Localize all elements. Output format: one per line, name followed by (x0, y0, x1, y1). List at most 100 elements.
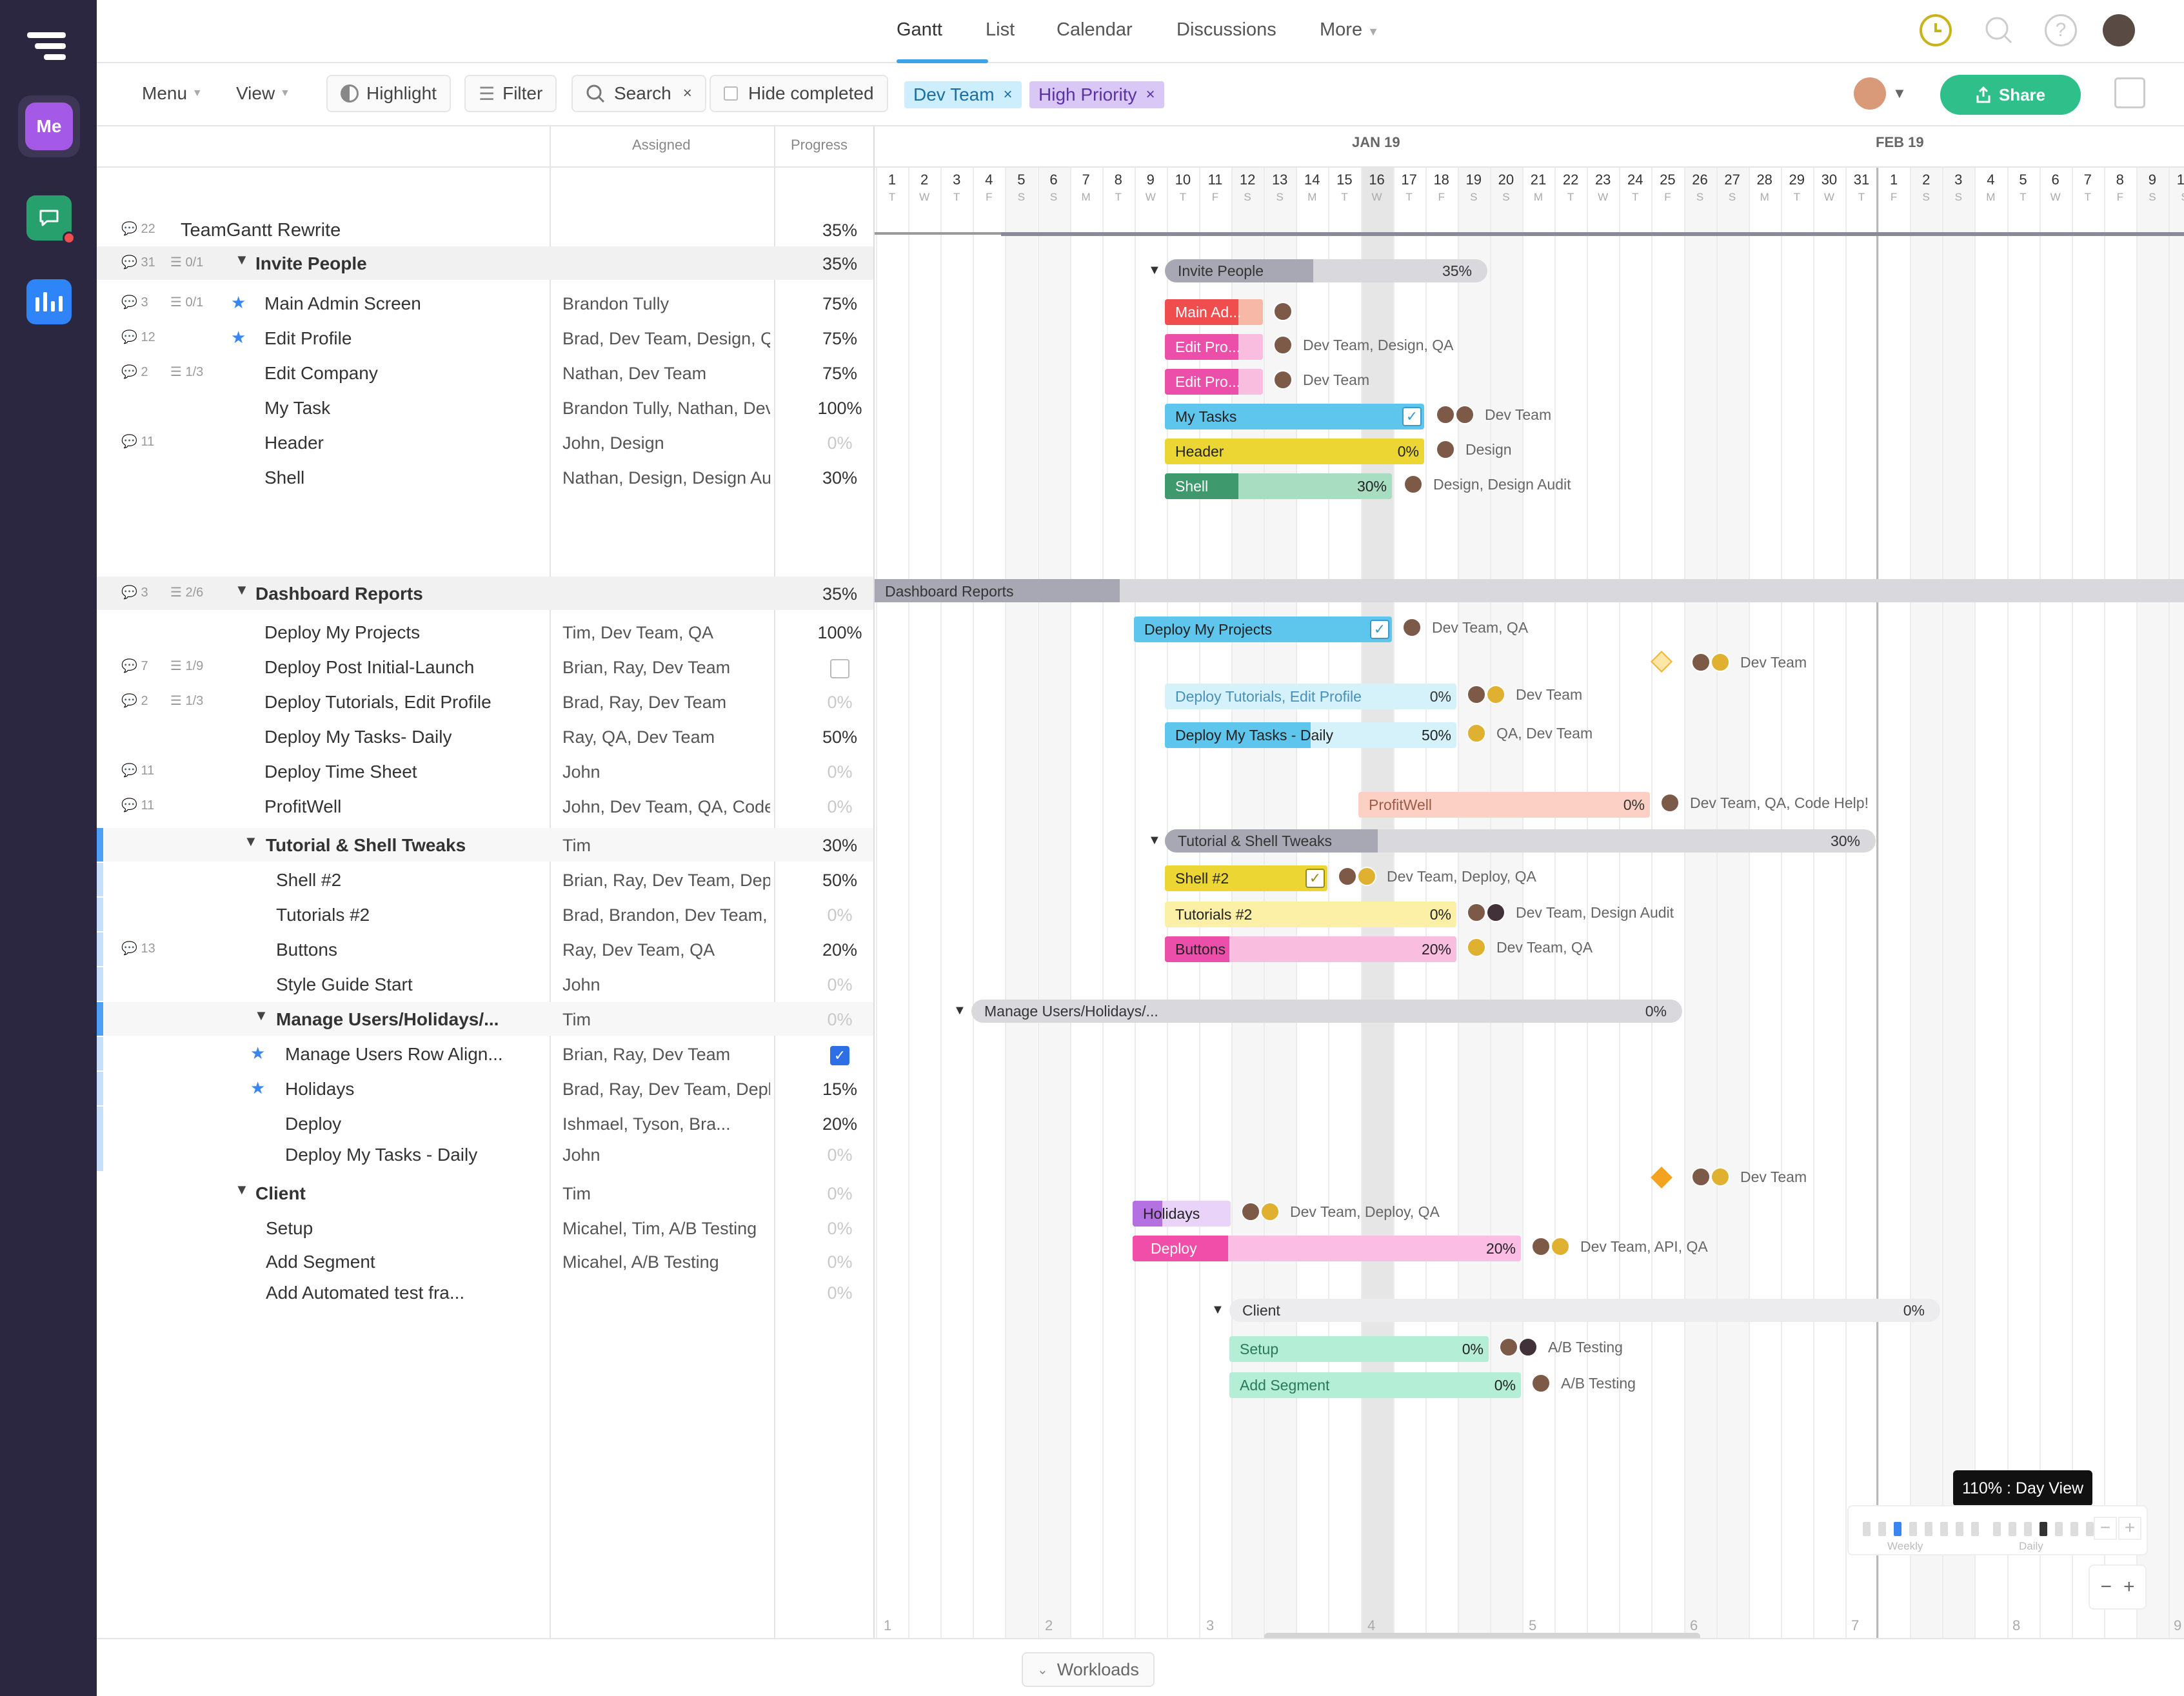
task-row[interactable]: Shell Nathan, Design, Design Audit 30% (97, 460, 873, 494)
task-row[interactable]: Add Automated test fra... 0% (97, 1276, 873, 1309)
task-progress[interactable]: 20% (822, 1114, 858, 1134)
task-progress[interactable]: ✓ (802, 1045, 877, 1065)
menu-dropdown[interactable]: Menu ▼ (142, 75, 203, 112)
task-progress[interactable]: 0% (827, 433, 853, 453)
task-row[interactable]: 💬 12 ★ Edit Profile Brad, Dev Team, Design,… (97, 321, 873, 355)
zoom-out-icon[interactable]: − (2094, 1517, 2117, 1540)
zoom-tick[interactable] (2055, 1522, 2063, 1536)
tab-list[interactable]: List (986, 19, 1015, 40)
task-name[interactable]: Add Automated test fra... (266, 1283, 465, 1303)
zoom-tick[interactable] (2070, 1522, 2078, 1536)
task-name[interactable]: Invite People (255, 253, 367, 273)
task-assigned[interactable]: Brandon Tully (562, 294, 670, 313)
task-name[interactable]: Add Segment (266, 1252, 375, 1272)
subtask-count[interactable]: ☰ 1/3 (170, 693, 203, 709)
tab-more[interactable]: More ▼ (1320, 19, 1379, 41)
task-progress[interactable]: 0% (827, 762, 853, 782)
remove-chip-icon[interactable]: × (1003, 86, 1013, 103)
task-assigned[interactable]: Brad, Brandon, Dev Team, Design Audit (562, 905, 770, 925)
task-progress[interactable]: 75% (822, 329, 858, 348)
task-progress[interactable]: 0% (827, 1252, 853, 1272)
zoom-tick[interactable] (1909, 1522, 1917, 1536)
gantt-bar-shell-2[interactable]: Shell #2 ✓ (1165, 865, 1327, 891)
comment-count[interactable]: 💬 11 (121, 762, 154, 778)
subtask-count[interactable]: ☰ 0/1 (170, 254, 203, 270)
task-assigned[interactable]: Tim, Dev Team, QA (562, 623, 714, 642)
task-progress[interactable]: 0% (827, 797, 853, 816)
zoom-tick[interactable] (2040, 1522, 2047, 1536)
task-assigned[interactable]: Nathan, Design, Design Audit (562, 468, 770, 488)
task-row[interactable]: 💬 7 ☰ 1/9 Deploy Post Initial-Launch Brian,… (97, 650, 873, 684)
task-name[interactable]: TeamGantt Rewrite (181, 220, 341, 241)
checkbox-checked-icon[interactable]: ✓ (830, 1045, 849, 1065)
task-assigned[interactable]: John (562, 1145, 601, 1165)
task-assigned[interactable]: Ray, QA, Dev Team (562, 727, 715, 747)
workloads-button[interactable]: ⌄ Workloads (1022, 1652, 1155, 1687)
star-icon[interactable]: ★ (231, 328, 246, 347)
zoom-in-icon[interactable]: + (2123, 1576, 2135, 1597)
task-assigned[interactable]: Tim (562, 1184, 591, 1203)
gantt-group-client[interactable]: Client 0% (1229, 1299, 1940, 1322)
zoom-tick[interactable] (1971, 1522, 1979, 1536)
zoom-tick[interactable] (1940, 1522, 1948, 1536)
task-name[interactable]: Client (255, 1183, 306, 1203)
view-dropdown[interactable]: View ▼ (236, 75, 290, 112)
high-priority-chip[interactable]: High Priority × (1029, 81, 1164, 108)
gantt-group-dashboard-reports[interactable]: Dashboard Reports (875, 579, 2184, 602)
zoom-tick[interactable] (1993, 1522, 2001, 1536)
collapse-caret-icon[interactable]: ▼ (1148, 833, 1161, 847)
gantt-bar-deploy[interactable]: Deploy 20% (1133, 1236, 1521, 1261)
gantt-bar-holidays[interactable]: Holidays (1133, 1201, 1231, 1227)
task-row[interactable]: Tutorials #2 Brad, Brandon, Dev Team, Des… (97, 898, 873, 931)
comment-count[interactable]: 💬 2 (121, 364, 148, 380)
zoom-tick[interactable] (2024, 1522, 2032, 1536)
zoom-tick[interactable] (1956, 1522, 1963, 1536)
gantt-group-invite-people[interactable]: Invite People 35% (1165, 259, 1487, 282)
chevron-down-icon[interactable]: ▼ (1892, 85, 1907, 101)
comment-count[interactable]: 💬 13 (121, 940, 155, 956)
share-button[interactable]: Share (1940, 75, 2081, 115)
sidebar-chat-button[interactable] (18, 187, 80, 249)
collapse-caret-icon[interactable]: ▼ (235, 582, 249, 598)
zoom-out-icon[interactable]: − (2100, 1576, 2112, 1597)
gantt-bar-deploy-tutorials[interactable]: Deploy Tutorials, Edit Profile 0% (1165, 684, 1456, 709)
zoom-tick[interactable] (1894, 1522, 1901, 1536)
task-assigned[interactable]: Brandon Tully, Nathan, Dev Team (562, 399, 770, 418)
task-progress[interactable]: 35% (822, 584, 858, 604)
gantt-bar-my-tasks[interactable]: My Tasks ✓ (1165, 404, 1424, 429)
task-row[interactable]: 💬 3 ☰ 2/6 ▼ Dashboard Reports 35% (97, 577, 873, 610)
comment-count[interactable]: 💬 22 (121, 221, 155, 237)
comment-count[interactable]: 💬 2 (121, 693, 148, 709)
task-name[interactable]: My Task (264, 398, 331, 418)
tab-calendar[interactable]: Calendar (1057, 19, 1133, 40)
task-progress[interactable]: 30% (822, 468, 858, 488)
task-progress[interactable]: 0% (827, 1283, 853, 1303)
comment-count[interactable]: 💬 31 (121, 254, 155, 270)
task-progress[interactable]: 0% (827, 1145, 853, 1165)
task-row[interactable]: Deploy My Projects Tim, Dev Team, QA 100% (97, 615, 873, 649)
task-assigned[interactable]: Brad, Ray, Dev Team (562, 693, 727, 712)
task-name[interactable]: Manage Users Row Align... (285, 1044, 503, 1064)
task-progress[interactable]: 35% (822, 254, 858, 273)
task-progress[interactable]: 0% (827, 1219, 853, 1238)
clock-icon[interactable] (1920, 14, 1952, 46)
milestone-diamond-icon[interactable] (1651, 1167, 1673, 1188)
gantt-bar-setup[interactable]: Setup 0% (1229, 1336, 1489, 1362)
task-row[interactable]: Shell #2 Brian, Ray, Dev Team, Deploy, QA… (97, 863, 873, 896)
subtask-count[interactable]: ☰ 1/9 (170, 658, 203, 674)
filter-button[interactable]: ☰ Filter (464, 75, 557, 112)
subtask-count[interactable]: ☰ 1/3 (170, 364, 203, 380)
task-progress[interactable]: 50% (822, 871, 858, 890)
search-icon[interactable] (1983, 14, 2015, 46)
task-progress[interactable]: 0% (827, 905, 853, 925)
task-name[interactable]: Deploy (285, 1114, 342, 1134)
star-icon[interactable]: ★ (250, 1078, 266, 1098)
task-assigned[interactable]: Brian, Ray, Dev Team (562, 1045, 731, 1064)
task-progress[interactable]: 0% (827, 693, 853, 712)
task-row[interactable]: Setup Micahel, Tim, A/B Testing 0% (97, 1211, 873, 1245)
task-name[interactable]: Shell (264, 468, 305, 488)
task-row[interactable]: Add Segment Micahel, A/B Testing 0% (97, 1245, 873, 1278)
task-assigned[interactable]: Tim (562, 836, 591, 855)
task-row[interactable]: Deploy My Tasks- Daily Ray, QA, Dev Team 5… (97, 720, 873, 753)
play-icon[interactable] (2114, 77, 2145, 108)
